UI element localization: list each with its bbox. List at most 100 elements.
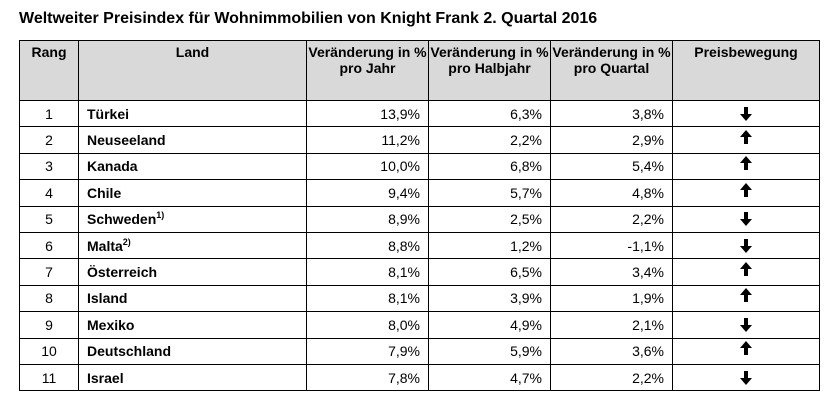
header-jahr: Veränderung in % pro Jahr <box>306 40 429 101</box>
up-arrow-icon <box>739 129 753 145</box>
footnote-marker: 1) <box>156 210 165 221</box>
trend-cell <box>672 284 820 313</box>
page-title: Weltweiter Preisindex für Wohnimmobilien… <box>19 10 598 27</box>
country-cell: Island <box>78 284 307 313</box>
table-row: 11 Israel 7,8% 4,7% 2,2% <box>19 363 820 392</box>
jahr-cell: 13,9% <box>306 99 429 128</box>
jahr-cell: 8,9% <box>306 205 429 233</box>
country-name: Kanada <box>87 158 138 175</box>
country-cell: Kanada <box>78 152 307 181</box>
rank-cell: 4 <box>19 179 79 207</box>
jahr-cell: 10,0% <box>306 152 429 181</box>
country-cell: Malta2) <box>78 231 307 260</box>
up-arrow-icon <box>739 340 753 356</box>
jahr-cell: 11,2% <box>306 126 429 154</box>
table-row: 5 Schweden1) 8,9% 2,5% 2,2% <box>19 205 820 233</box>
country-name: Österreich <box>87 264 158 281</box>
table-row: 3 Kanada 10,0% 6,8% 5,4% <box>19 152 820 181</box>
trend-cell <box>672 99 820 128</box>
rank-cell: 8 <box>19 284 79 313</box>
halbjahr-cell: 6,5% <box>428 258 551 286</box>
country-name: Chile <box>87 184 122 201</box>
table-row: 1 Türkei 13,9% 6,3% 3,8% <box>19 99 820 128</box>
table-row: 7 Österreich 8,1% 6,5% 3,4% <box>19 258 820 286</box>
table-row: 6 Malta2) 8,8% 1,2% -1,1% <box>19 231 820 260</box>
rank-cell: 5 <box>19 205 79 233</box>
quartal-cell: 4,8% <box>550 179 673 207</box>
trend-cell <box>672 231 820 260</box>
table-body: 1 Türkei 13,9% 6,3% 3,8% 2 Neuseeland 11,2% 2,2%… <box>19 99 820 392</box>
table-row: 8 Island 8,1% 3,9% 1,9% <box>19 284 820 313</box>
rank-cell: 10 <box>19 337 79 365</box>
down-arrow-icon <box>739 106 753 122</box>
trend-cell <box>672 179 820 207</box>
quartal-cell: 1,9% <box>550 284 673 313</box>
jahr-cell: 8,1% <box>306 284 429 313</box>
halbjahr-cell: 2,2% <box>428 126 551 154</box>
rank-cell: 9 <box>19 311 79 339</box>
jahr-cell: 8,0% <box>306 311 429 339</box>
trend-cell <box>672 126 820 154</box>
country-name: Malta <box>87 237 123 254</box>
header-land: Land <box>78 40 307 101</box>
jahr-cell: 9,4% <box>306 179 429 207</box>
country-name: Israel <box>87 369 124 386</box>
halbjahr-cell: 6,8% <box>428 152 551 181</box>
country-name: Schweden <box>87 211 157 228</box>
country-cell: Türkei <box>78 99 307 128</box>
down-arrow-icon <box>739 211 753 227</box>
trend-cell <box>672 258 820 286</box>
table-row: 10 Deutschland 7,9% 5,9% 3,6% <box>19 337 820 365</box>
table-row: 9 Mexiko 8,0% 4,9% 2,1% <box>19 311 820 339</box>
jahr-cell: 8,1% <box>306 258 429 286</box>
trend-cell <box>672 363 820 392</box>
country-cell: Deutschland <box>78 337 307 365</box>
rank-cell: 1 <box>19 99 79 128</box>
halbjahr-cell: 5,7% <box>428 179 551 207</box>
header-row: Rang Land Veränderung in % pro Jahr Verä… <box>19 40 820 101</box>
down-arrow-icon <box>739 370 753 386</box>
quartal-cell: 3,8% <box>550 99 673 128</box>
country-cell: Schweden1) <box>78 205 307 233</box>
country-cell: Chile <box>78 179 307 207</box>
quartal-cell: 2,2% <box>550 363 673 392</box>
country-name: Mexiko <box>87 316 135 333</box>
halbjahr-cell: 4,7% <box>428 363 551 392</box>
rank-cell: 6 <box>19 231 79 260</box>
price-index-table: Rang Land Veränderung in % pro Jahr Verä… <box>19 40 820 392</box>
country-name: Türkei <box>87 105 130 122</box>
rank-cell: 2 <box>19 126 79 154</box>
table-header: Rang Land Veränderung in % pro Jahr Verä… <box>19 40 820 101</box>
halbjahr-cell: 5,9% <box>428 337 551 365</box>
quartal-cell: 3,4% <box>550 258 673 286</box>
country-name: Island <box>87 290 128 307</box>
quartal-cell: 5,4% <box>550 152 673 181</box>
country-cell: Israel <box>78 363 307 392</box>
up-arrow-icon <box>739 287 753 303</box>
quartal-cell: -1,1% <box>550 231 673 260</box>
halbjahr-cell: 1,2% <box>428 231 551 260</box>
jahr-cell: 8,8% <box>306 231 429 260</box>
header-rang: Rang <box>19 40 79 101</box>
trend-cell <box>672 311 820 339</box>
table-row: 2 Neuseeland 11,2% 2,2% 2,9% <box>19 126 820 154</box>
footnote-marker: 2) <box>122 236 131 247</box>
table-row: 4 Chile 9,4% 5,7% 4,8% <box>19 179 820 207</box>
country-cell: Neuseeland <box>78 126 307 154</box>
down-arrow-icon <box>739 317 753 333</box>
rank-cell: 3 <box>19 152 79 181</box>
jahr-cell: 7,9% <box>306 337 429 365</box>
down-arrow-icon <box>739 238 753 254</box>
up-arrow-icon <box>739 261 753 277</box>
quartal-cell: 2,2% <box>550 205 673 233</box>
halbjahr-cell: 4,9% <box>428 311 551 339</box>
quartal-cell: 2,1% <box>550 311 673 339</box>
halbjahr-cell: 2,5% <box>428 205 551 233</box>
country-cell: Mexiko <box>78 311 307 339</box>
header-halbjahr: Veränderung in % pro Halbjahr <box>428 40 551 101</box>
trend-cell <box>672 152 820 181</box>
country-name: Deutschland <box>87 343 172 360</box>
trend-cell <box>672 205 820 233</box>
header-preisbewegung: Preisbewegung <box>672 40 820 101</box>
country-name: Neuseeland <box>87 132 166 149</box>
